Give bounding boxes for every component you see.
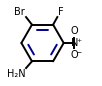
Text: +: +: [76, 38, 81, 43]
Text: F: F: [58, 7, 63, 17]
Text: Br: Br: [14, 7, 25, 17]
Text: N: N: [71, 38, 78, 48]
Text: −: −: [76, 50, 81, 55]
Text: O: O: [70, 26, 78, 36]
Text: O: O: [70, 50, 78, 60]
Text: H₂N: H₂N: [7, 69, 26, 79]
